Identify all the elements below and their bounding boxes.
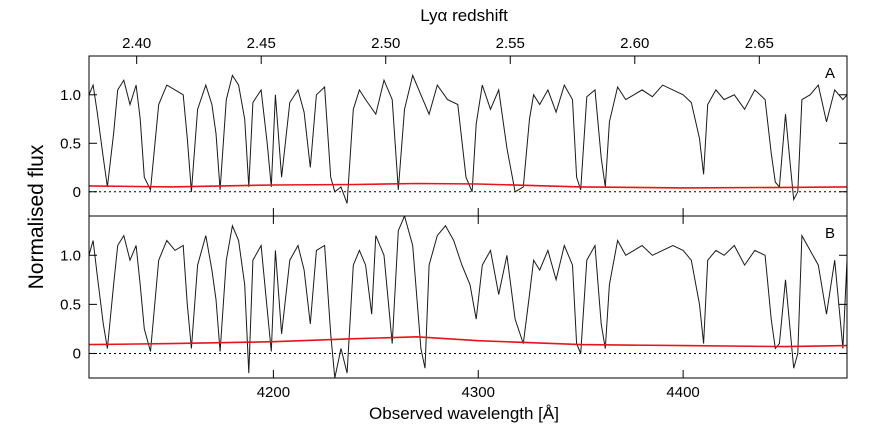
x-tick-label: 4200 [257,384,290,401]
panel-frame [88,55,848,217]
y-tick-label: 0 [73,345,81,362]
x-tick-label: 4400 [666,384,699,401]
panel-frame [88,215,848,379]
top-axis-label: Lyα redshift [420,6,508,25]
plot-layer: 0 0.5 1.0 A 0 0.5 1.0 B 4200 4300 4400 2.40 2.45 2.50… [60,35,848,401]
x-tick-label: 4300 [462,384,495,401]
error-spectrum-line [89,335,847,348]
top-tick-label: 2.60 [620,35,649,52]
y-tick-label: 0.5 [60,135,81,152]
panel-a: 0 0.5 1.0 A [60,55,848,217]
y-tick-label: 0.5 [60,296,81,313]
y-axis-label: Normalised flux [25,144,48,289]
error-spectrum-line [89,182,847,189]
panel-b: 0 0.5 1.0 B [60,215,848,379]
top-tick-label: 2.50 [371,35,400,52]
top-tick-label: 2.40 [122,35,151,52]
top-tick-label: 2.55 [496,35,525,52]
y-tick-label: 0 [73,184,81,201]
top-tick-label: 2.65 [745,35,774,52]
flux-spectrum-line [89,73,847,204]
panel-label: A [825,65,835,82]
x-axis-label: Observed wavelength [Å] [369,404,559,423]
y-tick-label: 1.0 [60,247,81,264]
panel-label: B [825,225,835,242]
flux-spectrum-line [89,216,847,378]
panel-plot-area [89,73,847,204]
panel-plot-area [89,216,847,378]
y-tick-label: 1.0 [60,87,81,104]
top-tick-label: 2.45 [247,35,276,52]
